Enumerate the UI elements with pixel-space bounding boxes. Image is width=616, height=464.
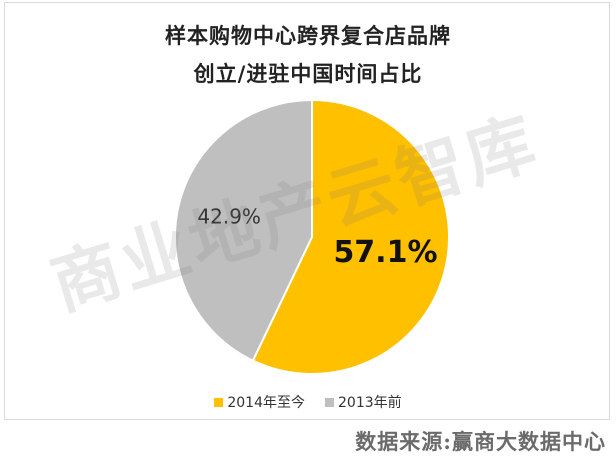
- pie-slice-before-2013: [174, 98, 313, 362]
- pie-slice-2014-onward: [251, 98, 450, 375]
- legend-swatch-2014-onward: [214, 397, 224, 407]
- slice-label-2014-onward: 57.1%: [333, 235, 437, 270]
- legend-item-2014-onward: 2014年至今: [214, 392, 305, 412]
- legend: 2014年至今 2013年前: [0, 392, 616, 412]
- legend-label-2014-onward: 2014年至今: [227, 395, 305, 411]
- chart-title-line-1: 样本购物中心跨界复合店品牌: [165, 24, 451, 48]
- legend-label-before-2013: 2013年前: [338, 395, 402, 411]
- data-source-note: 数据来源:赢商大数据中心: [355, 429, 606, 454]
- slice-label-before-2013: 42.9%: [197, 205, 261, 229]
- legend-item-before-2013: 2013年前: [325, 392, 402, 412]
- chart-title-line-2: 创立/进驻中国时间占比: [193, 62, 423, 86]
- legend-swatch-before-2013: [325, 397, 334, 407]
